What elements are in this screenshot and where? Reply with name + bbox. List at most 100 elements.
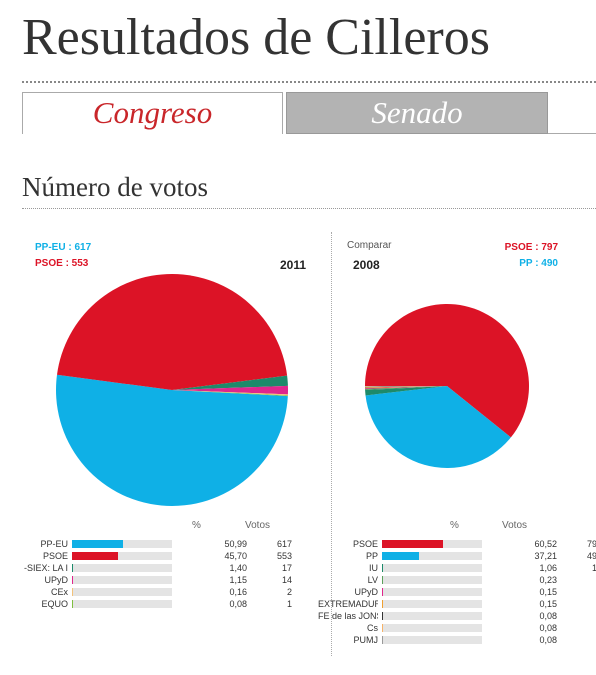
votes-value: 490 — [586, 551, 596, 561]
pct-value: 0,15 — [539, 587, 557, 597]
votes-value: 1 — [557, 623, 596, 634]
pct-value: 60,52 — [534, 539, 557, 549]
party-name: EQUO — [41, 599, 68, 609]
pct-bar-fill — [72, 552, 118, 560]
pct-bar-track — [382, 636, 482, 644]
compare-link[interactable]: Comparar — [347, 240, 392, 251]
votes-value: 17 — [281, 563, 292, 573]
year-2008: 2008 — [353, 258, 380, 272]
votes-value: 2 — [286, 587, 292, 597]
pct-value: 0,16 — [229, 587, 247, 597]
votes-value: 797 — [586, 539, 596, 549]
year-2011: 2011 — [280, 258, 307, 272]
pct-bar-track — [72, 600, 172, 608]
title-divider — [22, 81, 596, 83]
pct-value: 0,08 — [539, 623, 557, 633]
pct-bar-fill — [72, 540, 123, 548]
pct-value: 1,40 — [229, 563, 247, 573]
votes-value: 617 — [276, 539, 292, 549]
votes-value: 2 — [557, 599, 596, 610]
votes-value: 2 — [557, 587, 596, 598]
tab-baseline — [548, 133, 596, 134]
pct-value: 45,70 — [224, 551, 247, 561]
pie-slice-2011-3 — [172, 385, 288, 395]
pct-bar-track — [72, 576, 172, 584]
party-name: -SIEX: LA I — [23, 563, 68, 573]
party-name: PUMJ — [353, 635, 379, 645]
party-name: FE de las JONS — [318, 611, 378, 621]
pct-bar-fill — [72, 576, 74, 584]
pie-slice-2011-1 — [56, 274, 288, 390]
party-name: EXTREMADUR — [318, 599, 378, 609]
votes-value: 14 — [591, 563, 596, 573]
votes-value: 1 — [557, 611, 596, 622]
pct-value: 1,15 — [229, 575, 247, 585]
votes-value: 3 — [557, 575, 596, 586]
party-name: LV — [367, 575, 378, 585]
pie-slice-2008-1 — [365, 386, 511, 468]
panel-separator — [331, 232, 332, 656]
pie-slice-2008-3 — [365, 386, 447, 390]
legend-2011-pp: PP-EU : 617 — [35, 242, 92, 253]
pct-bar-track — [382, 624, 482, 632]
party-name: Cs — [367, 623, 378, 633]
pct-header-2011: % — [192, 520, 201, 531]
pie-chart-2008 — [364, 303, 530, 468]
pct-header-2008: % — [450, 520, 459, 531]
pct-bar-track — [72, 552, 172, 560]
pie-slice-2011-5 — [172, 390, 288, 397]
pct-bar-track — [382, 552, 482, 560]
pct-bar-track — [382, 600, 482, 608]
pie-slice-2011-2 — [172, 375, 288, 390]
pie-slice-2011-0 — [56, 374, 288, 506]
votes-value: 1 — [286, 599, 292, 609]
legend-2011-psoe: PSOE : 553 — [35, 258, 89, 269]
pct-value: 37,21 — [534, 551, 557, 561]
pie-slice-2008-2 — [365, 386, 447, 396]
pct-bar-fill — [382, 540, 443, 548]
legend-2008-pp: PP : 490 — [519, 258, 558, 269]
page-title: Resultados de Cilleros — [22, 9, 490, 66]
pct-bar-track — [72, 540, 172, 548]
pct-bar-track — [72, 588, 172, 596]
votes-value: 1 — [557, 635, 596, 646]
votes-header-2008: Votos — [502, 520, 528, 531]
pie-chart-2011 — [56, 274, 288, 506]
legend-2008-psoe: PSOE : 797 — [504, 242, 558, 253]
pct-value: 0,23 — [539, 575, 557, 585]
party-name: UPyD — [354, 587, 378, 597]
pct-value: 0,08 — [229, 599, 247, 609]
pct-value: 0,15 — [539, 599, 557, 609]
pie-slice-2008-5 — [365, 386, 447, 389]
pct-bar-track — [382, 564, 482, 572]
section-divider — [22, 208, 596, 209]
party-name: PP — [365, 551, 378, 561]
pie-slice-2008-6 — [365, 386, 447, 388]
pct-value: 1,06 — [539, 563, 557, 573]
pct-value: 0,08 — [539, 635, 557, 645]
party-name: PSOE — [352, 539, 378, 549]
pct-bar-track — [382, 576, 482, 584]
pct-bar-fill — [382, 552, 420, 560]
party-name: CEx — [50, 587, 68, 597]
votes-header-2011: Votos — [245, 520, 271, 531]
pct-bar-fill — [72, 564, 74, 572]
party-name: IU — [369, 563, 378, 573]
pct-bar-track — [382, 588, 482, 596]
pie-slice-2008-4 — [365, 386, 447, 389]
pct-bar-track — [72, 564, 172, 572]
section-title: Número de votos — [22, 172, 208, 202]
tab-senado[interactable]: Senado — [286, 92, 548, 134]
pct-value: 50,99 — [224, 539, 247, 549]
pct-bar-track — [382, 540, 482, 548]
pct-bar-track — [382, 612, 482, 620]
party-name: PP-EU — [40, 539, 68, 549]
party-name: PSOE — [42, 551, 68, 561]
tab-congreso[interactable]: Congreso — [22, 92, 283, 134]
pie-slice-2008-7 — [365, 386, 447, 387]
pie-slice-2011-4 — [172, 390, 288, 396]
pct-value: 0,08 — [539, 611, 557, 621]
pct-bar-fill — [382, 564, 384, 572]
pie-slice-2008-0 — [364, 303, 530, 438]
